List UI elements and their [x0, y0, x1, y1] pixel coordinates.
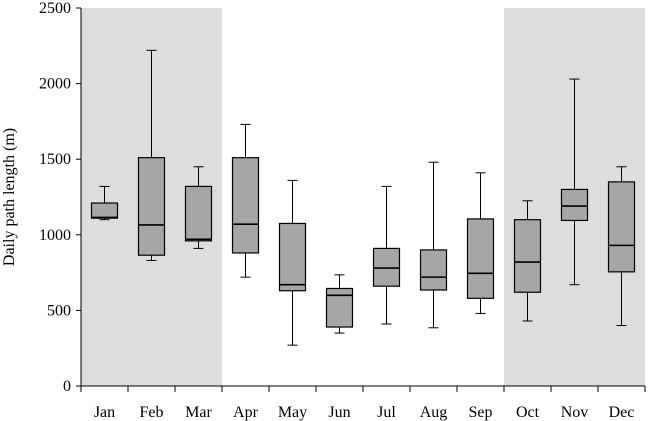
- box-sep: [466, 172, 495, 314]
- y-tick-label-2500: 2500: [39, 0, 71, 17]
- box-mar: [184, 166, 213, 249]
- x-tick-label-mar: Mar: [185, 404, 212, 421]
- y-tick-label-2000: 2000: [39, 76, 71, 93]
- box-iqr-jan: [90, 202, 119, 219]
- box-iqr-oct: [513, 219, 542, 293]
- x-tick-label-jun: Jun: [328, 404, 350, 421]
- x-tick-label-sep: Sep: [469, 404, 493, 421]
- y-tick-label-1000: 1000: [39, 227, 71, 244]
- y-axis-ticks: 0 500 1000 1500 2000 2500: [39, 0, 81, 395]
- y-tick-label-1500: 1500: [39, 151, 71, 168]
- box-jul: [372, 185, 401, 325]
- x-tick-label-jul: Jul: [377, 404, 396, 421]
- x-tick-label-nov: Nov: [561, 404, 589, 421]
- box-oct: [513, 200, 542, 322]
- box-iqr-may: [278, 222, 307, 292]
- x-tick-label-may: May: [278, 404, 307, 421]
- boxes: [90, 49, 636, 346]
- box-nov: [560, 78, 589, 286]
- box-iqr-feb: [137, 157, 166, 256]
- box-jun: [325, 274, 354, 334]
- x-tick-label-dec: Dec: [609, 404, 635, 421]
- y-axis-title: Daily path length (m): [1, 128, 18, 266]
- box-iqr-sep: [466, 218, 495, 299]
- x-tick-label-feb: Feb: [140, 404, 164, 421]
- box-iqr-mar: [184, 185, 213, 242]
- box-iqr-nov: [560, 188, 589, 222]
- box-may: [278, 179, 307, 346]
- box-jan: [90, 185, 119, 221]
- x-tick-label-jan: Jan: [94, 404, 115, 421]
- shaded-periods: [81, 8, 645, 386]
- box-aug: [419, 161, 448, 329]
- box-iqr-apr: [231, 157, 260, 254]
- x-tick-label-aug: Aug: [420, 404, 448, 421]
- box-iqr-aug: [419, 249, 448, 291]
- box-iqr-jun: [325, 287, 354, 328]
- box-apr: [231, 123, 260, 278]
- box-iqr-dec: [607, 181, 636, 273]
- box-feb: [137, 49, 166, 262]
- y-tick-label-0: 0: [63, 378, 71, 395]
- box-dec: [607, 166, 636, 327]
- x-axis-ticks: Jan Feb Mar Apr May Jun Jul Aug Sep Oct Nov Dec: [80, 386, 646, 421]
- x-tick-label-apr: Apr: [233, 404, 259, 421]
- y-tick-label-500: 500: [47, 302, 71, 319]
- x-tick-label-oct: Oct: [516, 404, 540, 421]
